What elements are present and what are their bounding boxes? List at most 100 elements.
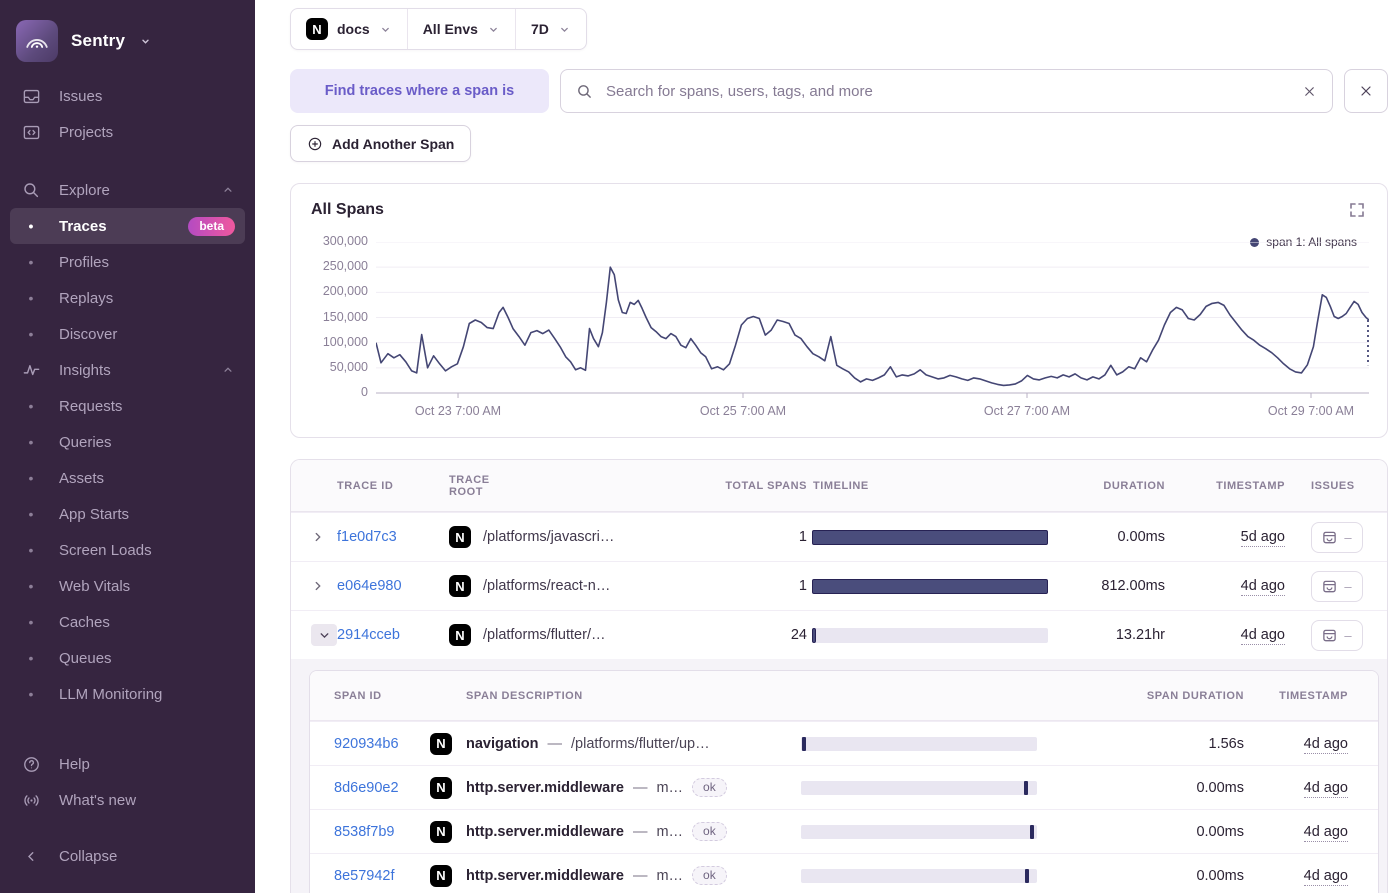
sidebar-item-caches[interactable]: • Caches — [10, 604, 245, 640]
x-axis-tick-label: Oct 27 7:00 AM — [983, 404, 1071, 418]
trace-id-link[interactable]: f1e0d7c3 — [337, 529, 397, 545]
issues-icon — [1323, 580, 1337, 592]
span-timeline-marker — [1025, 868, 1030, 883]
environment-selector-value: All Envs — [422, 21, 478, 37]
trace-root: /platforms/react-n… — [483, 578, 611, 594]
sidebar-item-assets[interactable]: • Assets — [10, 460, 245, 496]
expand-chart-button[interactable] — [1349, 202, 1365, 218]
sidebar-item-label: Projects — [59, 123, 114, 141]
sidebar-item-queries[interactable]: • Queries — [10, 424, 245, 460]
sentry-logo-icon — [16, 20, 58, 62]
sidebar-item-web-vitals[interactable]: • Web Vitals — [10, 568, 245, 604]
bullet-icon: • — [28, 614, 34, 630]
org-switcher[interactable]: Sentry — [10, 14, 245, 78]
broadcast-icon — [20, 791, 42, 810]
span-id-link[interactable]: 920934b6 — [334, 735, 399, 752]
span-row: 8d6e90e2 N http.server.middleware — m… o… — [310, 765, 1378, 809]
expand-trace-button[interactable] — [311, 530, 337, 544]
span-search-input[interactable] — [604, 81, 1291, 101]
chevron-left-icon — [20, 849, 42, 864]
trace-id-link[interactable]: e064e980 — [337, 578, 402, 594]
trace-table-header: TRACE ID TRACE ROOT TOTAL SPANS TIMELINE… — [291, 460, 1387, 512]
nextjs-platform-icon: N — [449, 526, 471, 548]
nextjs-platform-icon: N — [449, 575, 471, 597]
find-traces-label: Find traces where a span is — [290, 69, 549, 113]
expand-trace-button[interactable] — [311, 579, 337, 593]
trace-issues-button[interactable]: – — [1311, 570, 1363, 602]
trace-id-link[interactable]: 2914cceb — [337, 627, 400, 643]
sidebar-item-label: Assets — [59, 469, 105, 487]
total-spans-value: 1 — [798, 578, 807, 594]
span-duration: 0.00ms — [1196, 823, 1244, 840]
span-timeline-marker — [1029, 824, 1034, 839]
trace-issues-button[interactable]: – — [1311, 619, 1363, 651]
sidebar-item-whats-new[interactable]: What's new — [10, 782, 245, 818]
span-duration: 1.56s — [1208, 735, 1244, 752]
fullscreen-icon — [1350, 203, 1364, 217]
sidebar-item-llm-monitoring[interactable]: • LLM Monitoring — [10, 676, 245, 712]
span-description: m… — [656, 779, 684, 796]
project-selector[interactable]: N docs — [291, 9, 407, 49]
span-timestamp: 4d ago — [1303, 735, 1348, 754]
span-id-link[interactable]: 8e57942f — [334, 867, 395, 884]
sidebar-item-requests[interactable]: • Requests — [10, 388, 245, 424]
trace-issues-button[interactable]: – — [1311, 521, 1363, 553]
span-timeline — [796, 824, 1042, 839]
total-spans-value: 1 — [798, 529, 807, 545]
span-description: /platforms/flutter/up… — [571, 735, 710, 752]
date-range-value: 7D — [530, 21, 549, 37]
sidebar-item-profiles[interactable]: • Profiles — [10, 244, 245, 280]
header-duration: DURATION — [1103, 479, 1165, 492]
sidebar-item-projects[interactable]: Projects — [10, 114, 245, 150]
sidebar-item-label: Issues — [59, 87, 103, 105]
trace-timeline — [807, 578, 1053, 594]
sidebar-section-label: Explore — [59, 181, 110, 199]
nextjs-platform-icon: N — [306, 18, 328, 40]
org-name: Sentry — [71, 31, 126, 50]
close-icon — [1361, 86, 1371, 96]
sidebar-item-label: App Starts — [59, 505, 130, 523]
x-axis-tick-label: Oct 23 7:00 AM — [414, 404, 502, 418]
sidebar-item-screen-loads[interactable]: • Screen Loads — [10, 532, 245, 568]
sidebar-item-help[interactable]: Help — [10, 746, 245, 782]
bullet-icon: • — [28, 398, 34, 414]
span-id-link[interactable]: 8d6e90e2 — [334, 779, 399, 796]
y-axis-tick-label: 300,000 — [322, 234, 368, 248]
trace-timestamp: 4d ago — [1240, 578, 1285, 596]
bullet-icon: • — [28, 686, 34, 702]
environment-selector[interactable]: All Envs — [406, 9, 515, 49]
collapse-trace-button[interactable] — [311, 624, 337, 646]
header-total-spans: TOTAL SPANS — [725, 479, 807, 492]
span-row: 920934b6 N navigation — /platforms/flutt… — [310, 721, 1378, 765]
page-filter-bar: N docs All Envs 7D — [290, 8, 587, 50]
sidebar-item-app-starts[interactable]: • App Starts — [10, 496, 245, 532]
remove-span-filter-button[interactable] — [1344, 69, 1388, 113]
sidebar-section-label: Insights — [59, 361, 111, 379]
sidebar-section-explore[interactable]: Explore — [10, 172, 245, 208]
header-trace-id: TRACE ID — [337, 479, 394, 492]
span-op: http.server.middleware — [466, 867, 624, 884]
sidebar-item-issues[interactable]: Issues — [10, 78, 245, 114]
span-search-box[interactable] — [560, 69, 1333, 113]
sidebar-spacer — [10, 712, 245, 746]
total-spans-value: 24 — [790, 627, 807, 643]
search-icon — [20, 181, 42, 199]
span-timeline — [796, 868, 1042, 883]
dash-separator: — — [547, 735, 563, 752]
sidebar-item-discover[interactable]: • Discover — [10, 316, 245, 352]
span-id-link[interactable]: 8538f7b9 — [334, 823, 395, 840]
sidebar-collapse-button[interactable]: Collapse — [10, 838, 245, 874]
add-another-span-button[interactable]: Add Another Span — [290, 125, 472, 162]
sidebar-item-traces[interactable]: • Traces beta — [10, 208, 245, 244]
clear-search-icon[interactable] — [1302, 84, 1317, 99]
sidebar-item-label: Discover — [59, 325, 118, 343]
header-timestamp: TIMESTAMP — [1216, 479, 1285, 492]
timeline-bar — [812, 578, 1048, 594]
date-range-selector[interactable]: 7D — [514, 9, 586, 49]
chevron-down-icon — [142, 39, 149, 44]
sidebar-item-replays[interactable]: • Replays — [10, 280, 245, 316]
sidebar-section-insights[interactable]: Insights — [10, 352, 245, 388]
project-selector-value: docs — [337, 21, 370, 37]
chevron-up-icon — [221, 183, 235, 197]
sidebar-item-queues[interactable]: • Queues — [10, 640, 245, 676]
